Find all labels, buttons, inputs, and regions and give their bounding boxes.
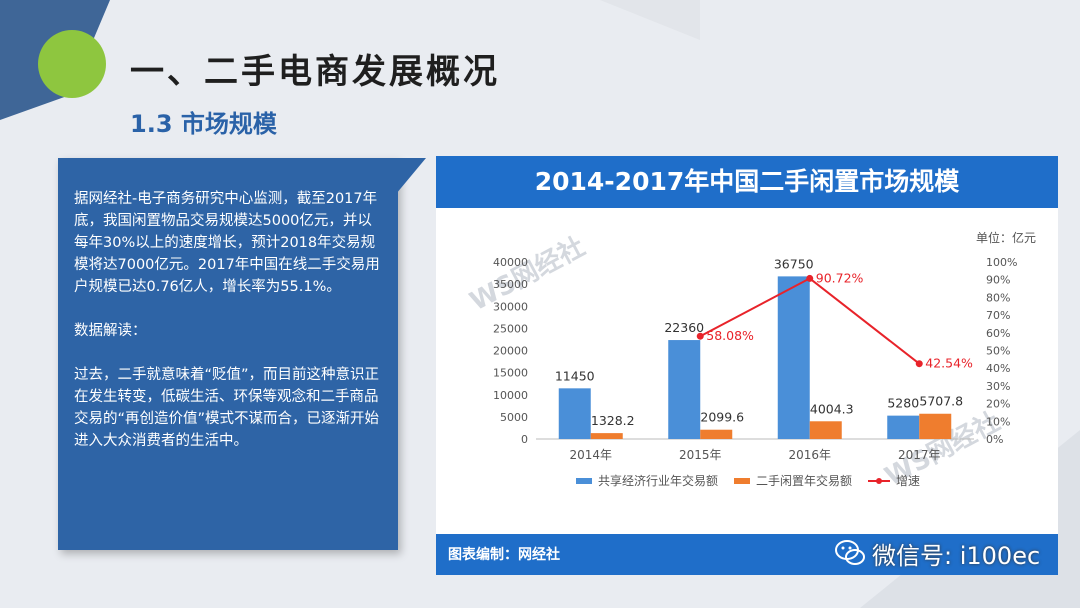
y-right-tick-label: 90% [986,274,1010,287]
bar-second-hand [590,433,623,439]
y-left-tick-label: 10000 [493,389,528,402]
text-panel: 据网经社-电子商务研究中心监测，截至2017年底，我国闲置物品交易规模达5000… [58,158,398,550]
growth-data-label: 42.54% [925,356,973,371]
wechat-icon [835,540,865,565]
light-shape [600,0,700,40]
chart-svg: 单位：亿元 WS网经社 WS网经社 0500010000150002000025… [465,230,1036,492]
y-right-tick-label: 0% [986,433,1003,446]
bar-data-label: 36750 [774,256,814,271]
page-subtitle: 1.3 市场规模 [130,110,277,138]
page-title: 一、二手电商发展概况 [130,52,500,92]
bar-second-hand [809,421,842,439]
y-right-tick-label: 10% [986,415,1010,428]
y-left-tick-label: 35000 [493,278,528,291]
y-left-tick-label: 25000 [493,322,528,335]
legend-swatch [734,478,750,484]
text-panel-notch [386,158,426,206]
y-left-tick-label: 15000 [493,367,528,380]
green-circle [38,30,106,98]
y-right-tick-label: 20% [986,398,1010,411]
growth-data-label: 90.72% [816,270,864,285]
bar-data-label: 4004.3 [810,401,854,416]
chart-panel: 2014-2017年中国二手闲置市场规模 单位：亿元 WS网经社 WS网经社 0… [436,156,1058,575]
legend-swatch [576,478,592,484]
y-right-tick-label: 100% [986,256,1017,269]
y-left-tick-label: 0 [521,433,528,446]
legend-label: 二手闲置年交易额 [756,473,852,488]
y-right-tick-label: 30% [986,380,1010,393]
x-tick-label: 2015年 [679,448,722,462]
x-tick-label: 2016年 [788,448,831,462]
growth-point [915,360,923,368]
growth-data-label: 58.08% [706,328,754,343]
legend-swatch-point [876,478,882,484]
chart-title: 2014-2017年中国二手闲置市场规模 [436,156,1058,208]
y-left-tick-label: 40000 [493,256,528,269]
bar-data-label: 2099.6 [700,410,744,425]
bar-data-label: 5707.8 [919,394,963,409]
legend-label: 共享经济行业年交易额 [598,473,718,488]
bar-sharing-economy [777,276,810,439]
bar-second-hand [700,429,733,439]
bar-data-label: 11450 [555,368,595,383]
x-tick-label: 2017年 [898,448,941,462]
unit-label: 单位：亿元 [976,230,1036,245]
y-right-tick-label: 70% [986,309,1010,322]
y-right-tick-label: 50% [986,345,1010,358]
y-right-tick-label: 80% [986,291,1010,304]
y-left-tick-label: 5000 [500,411,528,424]
growth-point [696,332,704,340]
bar-data-label: 22360 [664,320,704,335]
y-right-tick-label: 60% [986,327,1010,340]
bar-sharing-economy [558,388,591,439]
text-panel-body: 据网经社-电子商务研究中心监测，截至2017年底，我国闲置物品交易规模达5000… [74,191,380,449]
bar-data-label: 1328.2 [591,413,635,428]
bar-sharing-economy [668,340,701,439]
chart-credit: 图表编制：网经社 [448,547,560,563]
x-tick-label: 2014年 [569,448,612,462]
wechat-id: 微信号: i100ec [872,542,1041,570]
y-right-tick-label: 40% [986,362,1010,375]
y-left-tick-label: 30000 [493,300,528,313]
chart-footer: 图表编制：网经社 微信号: i100ec [436,534,1058,575]
legend-label: 增速 [896,474,920,488]
bar-data-label: 5280 [887,396,919,411]
bar-sharing-economy [887,415,920,439]
y-left-tick-label: 20000 [493,345,528,358]
growth-point [806,274,814,282]
bar-second-hand [919,413,952,439]
